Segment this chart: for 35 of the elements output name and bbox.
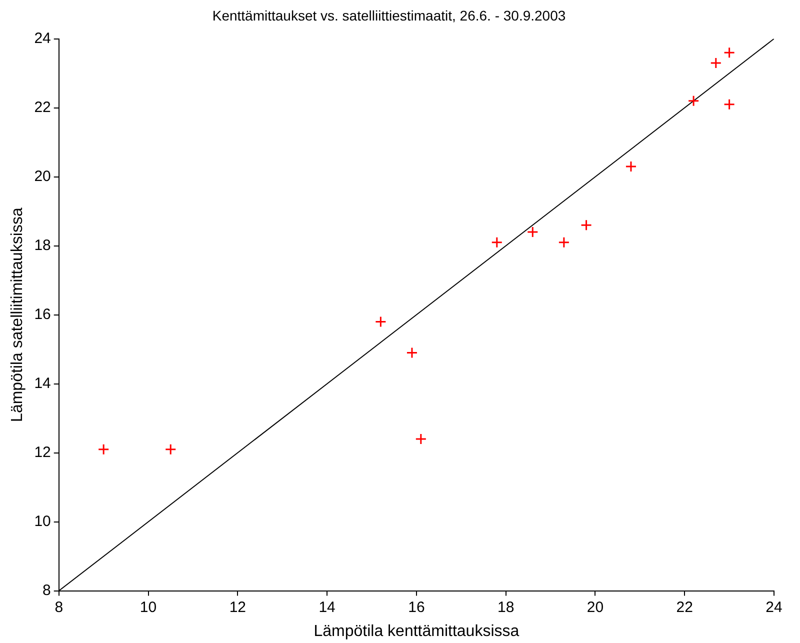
y-tick-label: 22 [34,98,51,116]
x-tick-label: 8 [54,598,64,616]
point [406,347,418,358]
point [558,236,570,248]
y-tick-label: 14 [34,374,51,392]
point [625,160,637,172]
y-tick-label: 20 [34,168,51,185]
y-axis-title: Lämpötila satelliitimittauksissa [9,208,26,422]
point [724,46,736,58]
point [491,236,503,248]
x-tick-label: 16 [408,598,425,616]
x-tick-label: 14 [318,598,336,616]
point [710,57,722,69]
point [415,433,427,445]
y-tick-label: 16 [34,306,51,323]
x-tick-label: 10 [140,598,157,616]
x-tick-label: 24 [766,598,782,616]
y-tick-label: 24 [34,30,51,47]
point [164,444,176,456]
y-tick-label: 10 [34,512,51,530]
x-tick-label: 18 [497,598,514,616]
point [724,98,736,110]
y-tick-label: 18 [34,236,51,254]
point [688,95,700,107]
point [98,444,110,456]
point [526,226,538,238]
x-tick-label: 22 [676,598,693,616]
point [580,219,592,231]
x-axis-title: Lämpötila kenttämittauksissa [314,622,520,640]
x-tick-label: 12 [229,598,246,616]
point [374,316,386,328]
y-tick-label: 8 [42,582,51,599]
y-tick-label: 12 [34,444,51,461]
chart-title: Kenttämittaukset vs. satelliittiestimaatit, 26.6. - 30.9.2003 [212,7,566,24]
x-tick-label: 20 [586,598,604,616]
